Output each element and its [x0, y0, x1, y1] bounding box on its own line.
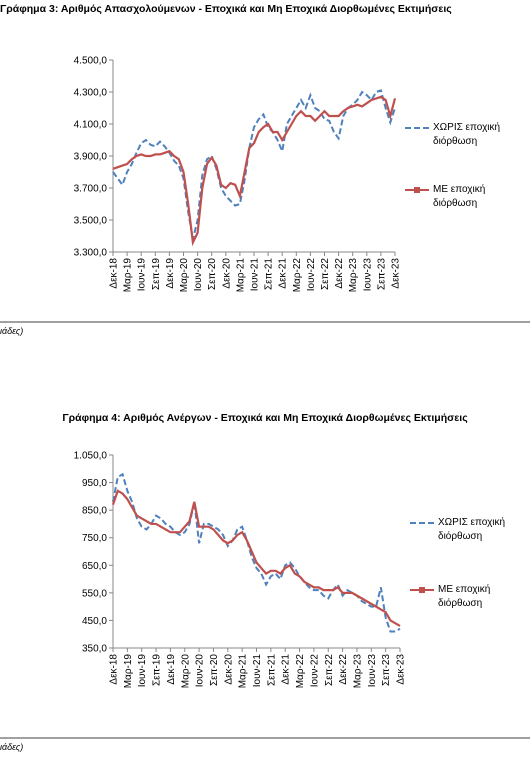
- x-tick-label: Σεπ-23: [381, 654, 392, 686]
- data-line: [111, 489, 401, 627]
- x-tick-label: Ιουν-23: [362, 258, 373, 292]
- legend-label: ΧΩΡΙΣ εποχική διόρθωση: [433, 122, 501, 147]
- y-tick-label: 4.300,0: [74, 88, 108, 99]
- x-tick-label: Δεκ-18: [109, 258, 120, 289]
- x-tick-label: Μαρ-21: [235, 258, 246, 293]
- x-tick-label: Δεκ-21: [278, 258, 289, 289]
- x-tick-label: Δεκ-18: [109, 654, 120, 685]
- y-tick-label: 3.700,0: [74, 184, 108, 195]
- x-tick-label: Ιουν-23: [367, 654, 378, 688]
- x-tick-label: Ιουν-19: [137, 258, 148, 292]
- y-tick-label: 4.500,0: [74, 56, 108, 67]
- x-tick-label: Ιουν-22: [309, 654, 320, 688]
- y-tick-label: 3.300,0: [74, 248, 108, 259]
- x-tick-label: Δεκ-23: [391, 258, 402, 289]
- x-tick-label: Σεπ-21: [264, 258, 275, 290]
- x-tick-label: Μαρ-23: [352, 654, 363, 689]
- x-tick-label: Σεπ-22: [320, 258, 331, 290]
- x-tick-label: Δεκ-19: [166, 654, 177, 685]
- x-tick-label: Μαρ-23: [348, 258, 359, 293]
- x-tick-label: Μαρ-22: [295, 654, 306, 689]
- x-tick-label: Σεπ-22: [324, 654, 335, 686]
- y-tick-label: 650,0: [82, 561, 107, 572]
- x-tick-label: Σεπ-23: [376, 258, 387, 290]
- legend-marker: [419, 587, 425, 593]
- x-tick-label: Ιουν-21: [250, 258, 261, 292]
- x-tick-label: Μαρ-19: [123, 258, 134, 293]
- footnote: ιάδες): [0, 742, 23, 752]
- x-tick-label: Δεκ-21: [281, 654, 292, 685]
- x-tick-label: Ιουν-22: [306, 258, 317, 292]
- y-tick-label: 450,0: [82, 616, 107, 627]
- x-tick-label: Δεκ-20: [221, 258, 232, 289]
- chart-title: Γράφημα 4: Αριθμός Ανέργων - Εποχικά και…: [62, 412, 468, 424]
- x-tick-label: Μαρ-21: [238, 654, 249, 689]
- y-tick-label: 3.900,0: [74, 152, 108, 163]
- x-tick-label: Σεπ-20: [209, 654, 220, 686]
- y-tick-label: 350,0: [82, 644, 107, 655]
- x-tick-label: Ιουν-20: [195, 654, 206, 688]
- x-tick-label: Ιουν-19: [137, 654, 148, 688]
- data-line: [112, 472, 401, 633]
- chart-title: Γράφημα 3: Αριθμός Απασχολούμενων - Εποχ…: [0, 3, 452, 15]
- legend-label: ΜΕ εποχική διόρθωση: [438, 584, 491, 609]
- x-tick-label: Σεπ-19: [152, 654, 163, 686]
- data-line: [112, 89, 396, 240]
- footnote: ιάδες): [0, 326, 23, 336]
- x-tick-label: Δεκ-23: [396, 654, 407, 685]
- y-tick-label: 4.100,0: [74, 120, 108, 131]
- x-tick-label: Σεπ-20: [207, 258, 218, 290]
- y-tick-label: 750,0: [82, 533, 107, 544]
- x-tick-label: Δεκ-19: [165, 258, 176, 289]
- x-tick-label: Μαρ-19: [123, 654, 134, 689]
- x-tick-label: Δεκ-22: [334, 258, 345, 289]
- legend-marker: [414, 187, 420, 193]
- x-tick-label: Μαρ-20: [179, 258, 190, 293]
- legend-label: ΧΩΡΙΣ εποχική διόρθωση: [438, 517, 506, 542]
- x-tick-label: Σεπ-21: [266, 654, 277, 686]
- x-tick-label: Ιουν-21: [252, 654, 263, 688]
- x-tick-label: Μαρ-22: [292, 258, 303, 293]
- x-tick-label: Δεκ-20: [223, 654, 234, 685]
- y-tick-label: 1.050,0: [74, 451, 108, 462]
- legend-label: ΜΕ εποχική διόρθωση: [433, 184, 486, 209]
- y-tick-label: 3.500,0: [74, 216, 108, 227]
- x-tick-label: Μαρ-20: [180, 654, 191, 689]
- y-tick-label: 850,0: [82, 506, 107, 517]
- y-tick-label: 950,0: [82, 478, 107, 489]
- x-tick-label: Σεπ-19: [151, 258, 162, 290]
- x-tick-label: Δεκ-22: [338, 654, 349, 685]
- data-line: [112, 95, 397, 247]
- x-tick-label: Ιουν-20: [193, 258, 204, 292]
- y-tick-label: 550,0: [82, 588, 107, 599]
